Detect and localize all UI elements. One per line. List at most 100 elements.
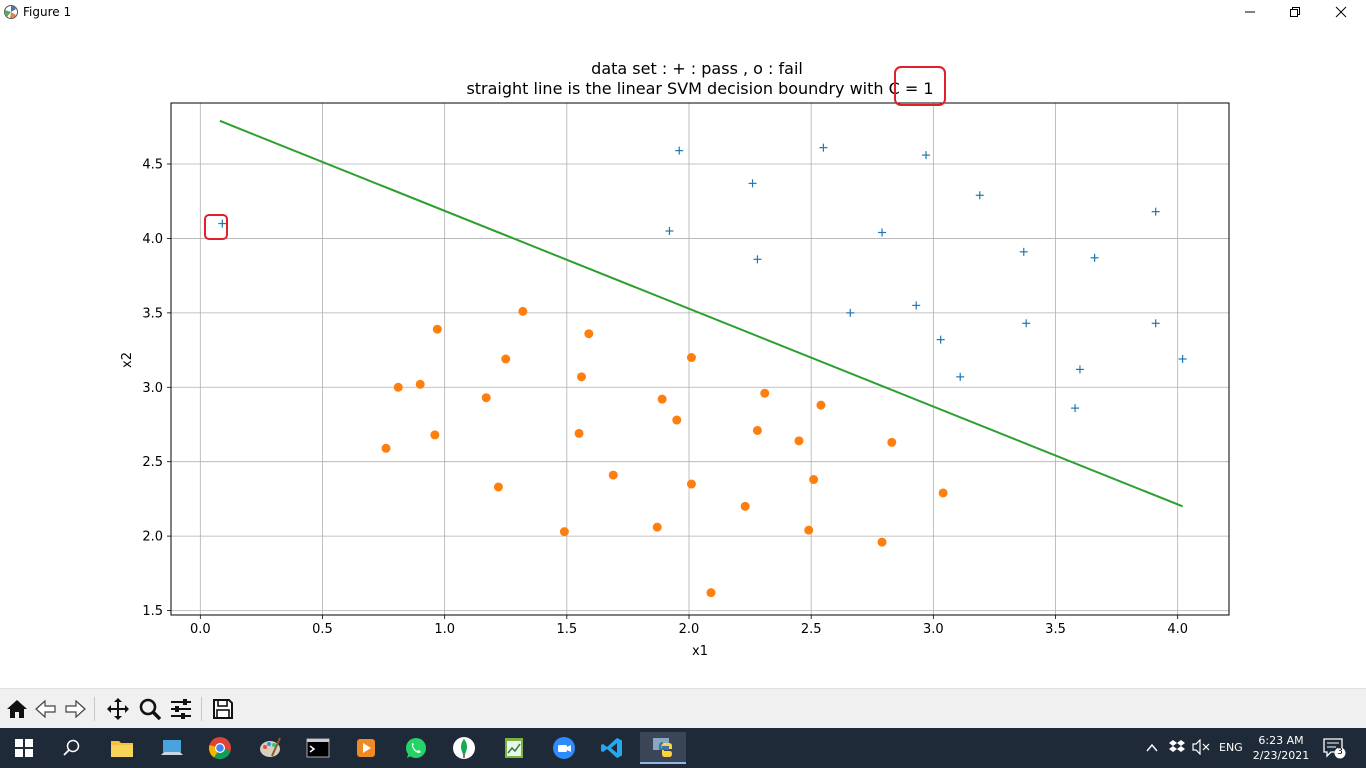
chrome-taskbar-button[interactable]	[200, 732, 240, 764]
mongodb-compass-taskbar-button[interactable]	[444, 732, 484, 764]
search-button[interactable]	[52, 732, 92, 764]
whatsapp-taskbar-button[interactable]	[396, 732, 436, 764]
terminal-icon	[306, 738, 330, 758]
pass-point-plus-marker	[748, 179, 757, 188]
x-tick-label: 2.0	[679, 622, 700, 637]
fail-point-circle-marker	[481, 393, 491, 403]
fail-point-circle-marker	[393, 382, 403, 392]
x-tick-label: 0.0	[190, 622, 211, 637]
y-tick-label: 2.0	[142, 530, 163, 545]
fail-point-circle-marker	[576, 372, 586, 382]
terminal-taskbar-button[interactable]	[298, 732, 338, 764]
fail-point-circle-marker	[877, 537, 887, 547]
configure-subplots-button[interactable]	[168, 696, 194, 722]
home-button[interactable]	[4, 696, 30, 722]
outlier-highlight-box	[204, 214, 228, 240]
show-hidden-icons-button[interactable]	[1145, 740, 1159, 759]
figure-canvas[interactable]: 0.0 0.5 1.0 1.5 2.0 2.5 3.0 3.5 4.0 1.5 2.0 2.5 3.0 3…	[0, 26, 1366, 688]
pass-point-plus-marker	[922, 151, 931, 160]
matplotlib-logo-icon	[4, 5, 18, 19]
fail-point-circle-marker	[652, 522, 662, 532]
fail-point-circle-marker	[752, 425, 762, 435]
chart-title-c-value: C = 1	[889, 79, 934, 98]
pass-point-plus-marker	[1151, 207, 1160, 216]
x-tick-label: 4.0	[1167, 622, 1188, 637]
zoom-taskbar-button[interactable]	[544, 732, 584, 764]
forward-arrow-icon	[65, 699, 86, 719]
fail-point-circle-marker	[672, 415, 682, 425]
pass-point-plus-marker	[912, 301, 921, 310]
mongodb-leaf-icon	[453, 737, 475, 759]
notepad-taskbar-button[interactable]	[494, 732, 534, 764]
pan-button[interactable]	[105, 696, 131, 722]
this-pc-taskbar-button[interactable]	[152, 732, 192, 764]
pass-point-plus-marker	[975, 191, 984, 200]
chart-title-line2: straight line is the linear SVM decision…	[466, 79, 933, 98]
media-player-taskbar-button[interactable]	[346, 732, 386, 764]
fail-point-circle-marker	[809, 475, 819, 485]
fail-point-circle-marker	[415, 379, 425, 389]
python-figure-taskbar-button[interactable]	[640, 732, 686, 764]
dropbox-tray-button[interactable]	[1168, 739, 1186, 759]
x-tick-label: 0.5	[312, 622, 333, 637]
pass-point-plus-marker	[1022, 319, 1031, 328]
clock[interactable]: 6:23 AM 2/23/2021	[1250, 733, 1312, 763]
restore-icon	[1290, 7, 1300, 17]
windows-taskbar: ENG 6:23 AM 2/23/2021 3	[0, 728, 1366, 768]
volume-tray-button[interactable]	[1192, 738, 1210, 759]
zoom-button[interactable]	[137, 696, 163, 722]
media-player-icon	[357, 739, 375, 757]
toolbar-separator	[94, 697, 95, 721]
fail-point-circle-marker	[608, 470, 618, 480]
minimize-button[interactable]	[1227, 0, 1273, 24]
action-center-button[interactable]: 3	[1322, 737, 1346, 759]
fail-point-circle-marker	[518, 306, 528, 316]
vscode-icon	[601, 738, 622, 758]
axes-frame	[170, 102, 1230, 616]
pass-point-plus-marker	[956, 372, 965, 381]
forward-button[interactable]	[62, 696, 88, 722]
chrome-icon	[208, 737, 231, 760]
paint-taskbar-button[interactable]	[250, 732, 290, 764]
notification-count-badge: 3	[1337, 747, 1343, 757]
fail-point-circle-marker	[501, 354, 511, 364]
y-tick-label: 4.5	[142, 158, 163, 173]
folder-icon	[111, 741, 133, 757]
fail-point-circle-marker	[430, 430, 440, 440]
save-figure-button[interactable]	[210, 696, 236, 722]
pass-point-plus-marker	[819, 143, 828, 152]
fail-point-circle-marker	[706, 588, 716, 598]
toolbar-separator	[201, 697, 202, 721]
close-button[interactable]	[1318, 0, 1364, 24]
computer-icon	[161, 740, 183, 755]
start-button[interactable]	[4, 732, 44, 764]
floppy-disk-icon	[213, 699, 233, 719]
fail-point-circle-marker	[432, 324, 442, 334]
y-tick-label: 3.5	[142, 306, 163, 321]
pass-point-plus-marker	[218, 219, 227, 228]
pass-point-plus-marker	[1071, 404, 1080, 413]
pass-point-plus-marker	[846, 308, 855, 317]
clock-date: 2/23/2021	[1252, 749, 1310, 762]
speaker-muted-icon	[1192, 738, 1210, 756]
y-tick-label: 4.0	[142, 232, 163, 247]
file-explorer-taskbar-button[interactable]	[102, 732, 142, 764]
window-title: Figure 1	[23, 5, 72, 19]
pass-point-plus-marker	[665, 227, 674, 235]
svm-decision-boundary-line	[219, 119, 1183, 508]
pass-point-plus-marker	[1075, 365, 1084, 374]
input-language-indicator[interactable]: ENG	[1219, 741, 1243, 754]
x-axis-label: x1	[692, 644, 708, 659]
restore-button[interactable]	[1272, 0, 1318, 24]
navigation-toolbar	[0, 688, 1366, 729]
fail-point-circle-marker	[686, 479, 696, 489]
vscode-taskbar-button[interactable]	[592, 732, 632, 764]
x-tick-label: 2.5	[801, 622, 822, 637]
home-icon	[7, 700, 27, 718]
pass-point-plus-marker	[1151, 319, 1160, 328]
back-button[interactable]	[33, 696, 59, 722]
close-icon	[1335, 6, 1347, 18]
paint-palette-icon	[260, 737, 281, 757]
chart-title-line2-text: straight line is the linear SVM decision…	[466, 79, 888, 98]
windows-logo-icon	[15, 739, 33, 757]
